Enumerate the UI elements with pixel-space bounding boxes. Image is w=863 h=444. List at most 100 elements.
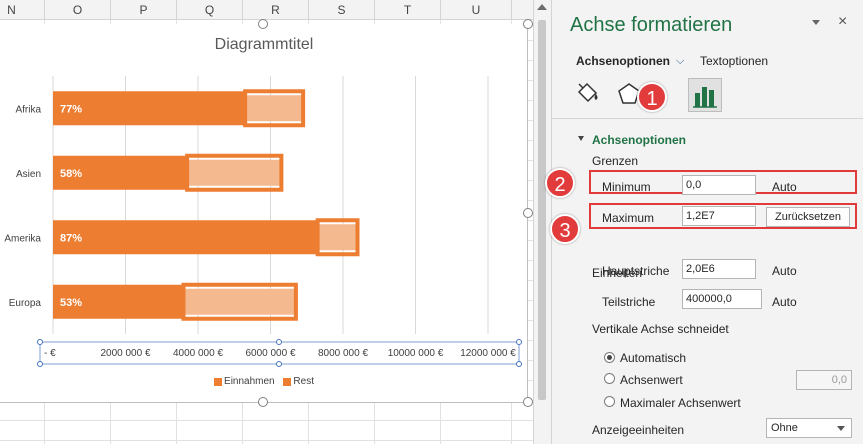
bar-rest-border-afrika [243, 89, 306, 128]
section-axis-options[interactable]: Achsenoptionen [592, 133, 687, 147]
data-label-afrika: 77% [60, 103, 82, 115]
x-axis-selection-handle [37, 339, 43, 345]
category-label-afrika: Afrika [15, 104, 41, 115]
axis-options-chart-icon[interactable] [688, 78, 722, 112]
minimum-input[interactable]: 0,0 [682, 175, 756, 195]
bar-einnahmen-amerika [53, 220, 318, 255]
bar-chart-icon [693, 87, 717, 108]
x-tick-label: - € [44, 348, 56, 359]
chart-resize-handle-top[interactable] [258, 19, 268, 29]
highlight-maximum [589, 203, 857, 229]
column-header-n[interactable]: N [0, 0, 45, 20]
radio-axis-value[interactable] [604, 373, 615, 384]
legend-item-rest: Rest [283, 376, 314, 387]
fill-line-icon[interactable] [574, 80, 604, 108]
vertical-scrollbar[interactable] [533, 0, 551, 444]
close-icon[interactable]: × [838, 13, 848, 30]
grid-line-horizontal [0, 420, 533, 421]
display-units-select[interactable]: Ohne [766, 418, 852, 438]
scrollbar-thumb[interactable] [538, 20, 546, 400]
bar-rest-border-amerika [315, 218, 360, 257]
minor-unit-input[interactable]: 400000,0 [682, 289, 762, 309]
legend-label-einnahmen: Einnahmen [224, 376, 275, 387]
category-label-amerika: Amerika [4, 233, 41, 244]
x-axis-selection-handle [516, 361, 522, 367]
bar-rest-europa [183, 288, 296, 315]
haupt-label: Hauptstriche [602, 264, 670, 278]
callout-badge-3: 3 [550, 214, 580, 244]
x-axis-selection-handle [516, 339, 522, 345]
bar-rest-afrika [245, 95, 304, 122]
column-header-p[interactable]: P [111, 0, 177, 20]
axis-value-input[interactable]: 0,0 [796, 370, 852, 390]
label-display-units: Anzeigeeinheiten [592, 423, 685, 437]
scroll-up-arrow-icon[interactable] [537, 4, 547, 10]
chart-resize-handle-bottom[interactable] [258, 397, 268, 407]
chart-title[interactable]: Diagrammtitel [214, 36, 314, 53]
chart-legend[interactable]: Einnahmen Rest [0, 376, 528, 389]
x-tick-label: 12000 000 € [460, 348, 516, 359]
label-units: Einheiten [592, 266, 643, 280]
bar-rest-amerika [317, 224, 358, 251]
radio-max-axis-value[interactable] [604, 396, 615, 407]
legend-item-einnahmen: Einnahmen [214, 376, 275, 387]
radio-automatic-label[interactable]: Automatisch [620, 351, 687, 365]
grid-line-horizontal [0, 440, 533, 441]
x-axis-selection-handle [276, 339, 282, 345]
bar-einnahmen-asien [53, 155, 188, 190]
x-tick-label: 6000 000 € [245, 348, 295, 359]
chart-resize-handle-right[interactable] [523, 208, 533, 218]
x-axis-selection-handle [276, 361, 282, 367]
label-maximum: Maximum [602, 211, 655, 225]
minor-unit-mode: Auto [772, 295, 797, 309]
label-minimum: Minimum [602, 180, 651, 194]
category-label-asien: Asien [16, 169, 41, 180]
display-units-value: Ohne [771, 422, 798, 434]
teil-label: Teilstriche [602, 295, 656, 309]
column-header-s[interactable]: S [309, 0, 375, 20]
radio-max-axis-value-label[interactable]: Maximaler Achsenwert [620, 396, 741, 410]
format-axis-pane: Achse formatieren × Achsenoptionen ⌵ Tex… [551, 0, 863, 444]
tab-axis-options[interactable]: Achsenoptionen [576, 54, 671, 68]
bar-einnahmen-europa [53, 284, 184, 319]
column-header-u[interactable]: U [441, 0, 512, 20]
bar-chart[interactable]: Diagrammtitel Afrika 77% Asien 58% Amerika 87… [0, 19, 533, 407]
collapse-triangle-icon[interactable] [578, 136, 584, 141]
data-label-asien: 58% [60, 168, 82, 180]
x-tick-label: 8000 000 € [318, 348, 368, 359]
chart-resize-handle-top-right[interactable] [523, 19, 533, 29]
tab-axis-chevron-icon[interactable]: ⌵ [676, 55, 685, 67]
column-header-t[interactable]: T [375, 0, 441, 20]
callout-badge-1: 1 [637, 82, 667, 112]
pane-options-chevron-icon[interactable] [812, 20, 820, 25]
radio-automatic[interactable] [604, 352, 615, 363]
bar-einnahmen-afrika [53, 91, 246, 126]
chevron-down-icon[interactable] [837, 426, 845, 431]
column-header-o[interactable]: O [45, 0, 111, 20]
major-unit-mode: Auto [772, 264, 797, 278]
major-unit-input[interactable]: 2,0E6 [682, 259, 756, 279]
column-header-q[interactable]: Q [177, 0, 243, 20]
chart-resize-handle-bottom-right[interactable] [523, 397, 533, 407]
pane-title: Achse formatieren [570, 14, 733, 36]
maximum-reset-button[interactable]: Zurücksetzen [766, 207, 850, 227]
legend-swatch-rest [283, 377, 292, 386]
x-tick-label: 2000 000 € [100, 348, 150, 359]
effects-pentagon-icon[interactable] [614, 80, 644, 108]
tab-text-options[interactable]: Textoptionen [700, 54, 769, 68]
maximum-input[interactable]: 1,2E7 [682, 206, 756, 226]
chart-plot[interactable]: Afrika 77% Asien 58% Amerika 87% Europa 53% - € 2… [0, 24, 528, 403]
column-header-r[interactable]: R [243, 0, 309, 20]
bar-rest-asien [187, 159, 282, 186]
bar-rest-border-europa [181, 282, 298, 321]
bar-rest-border-asien [185, 153, 284, 192]
radio-axis-value-label[interactable]: Achsenwert [620, 373, 683, 387]
data-label-europa: 53% [60, 297, 82, 309]
callout-badge-2: 2 [545, 168, 575, 198]
pane-divider [552, 118, 863, 119]
category-label-europa: Europa [9, 298, 42, 309]
x-axis-selection-handle [37, 361, 43, 367]
legend-swatch-einnahmen [214, 377, 223, 386]
